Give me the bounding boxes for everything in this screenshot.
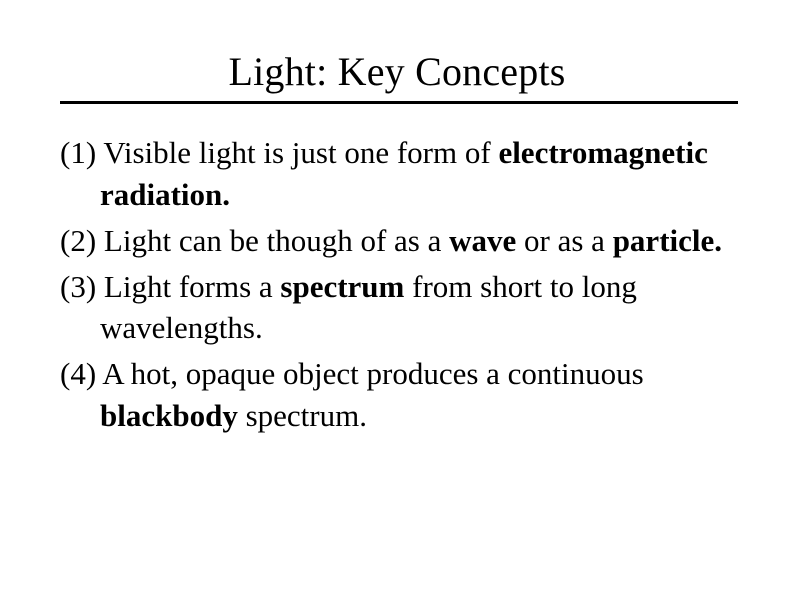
list-item: (4) A hot, opaque object produces a cont… [60,353,734,437]
item-bold: wave [449,223,516,258]
list-item: (3) Light forms a spectrum from short to… [60,266,734,350]
item-bold: particle. [613,223,722,258]
item-text: or as a [516,223,612,258]
item-text: A hot, opaque object produces a continuo… [102,356,644,391]
item-number: (1) [60,135,103,170]
list-item: (1) Visible light is just one form of el… [60,132,734,216]
slide-title: Light: Key Concepts [228,48,565,95]
title-wrap: Light: Key Concepts [60,48,734,95]
item-bold: spectrum [280,269,404,304]
item-text: Light can be though of as a [104,223,449,258]
title-underline [60,101,738,104]
item-number: (2) [60,223,104,258]
item-number: (3) [60,269,104,304]
slide: Light: Key Concepts (1) Visible light is… [0,0,794,595]
item-number: (4) [60,356,102,391]
item-bold: blackbody [100,398,238,433]
list-item: (2) Light can be though of as a wave or … [60,220,734,262]
item-text: spectrum. [238,398,367,433]
item-text: Visible light is just one form of [103,135,498,170]
item-text: Light forms a [104,269,281,304]
body: (1) Visible light is just one form of el… [60,132,734,437]
